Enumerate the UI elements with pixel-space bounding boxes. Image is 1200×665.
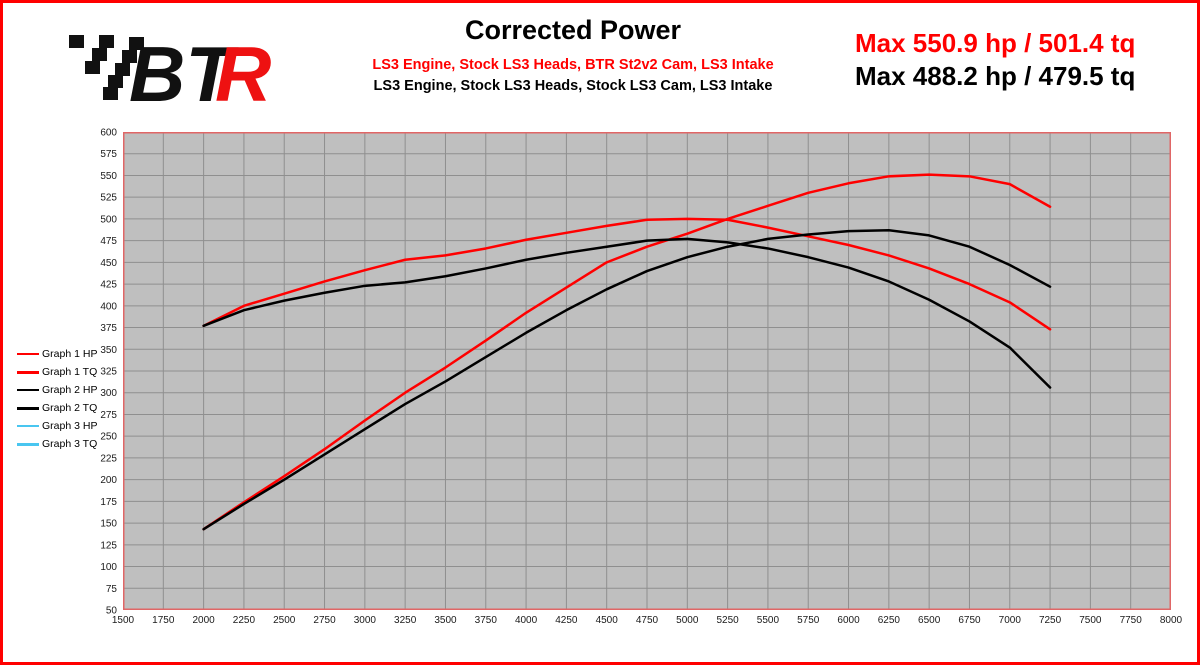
y-tick-label: 450 [100, 258, 117, 269]
series-graph-1-tq [202, 217, 1052, 331]
btr-logo-r: R [215, 30, 271, 111]
series-graph-2-hp [202, 228, 1052, 531]
checkered-flag-icon [69, 35, 144, 100]
x-tick-label: 3750 [475, 615, 498, 626]
x-tick-label: 3500 [434, 615, 457, 626]
y-tick-label: 125 [100, 540, 117, 551]
legend-item-graph1-hp[interactable]: Graph 1 HP [17, 345, 113, 363]
plot-frame [123, 132, 1171, 610]
legend-item-graph3-tq[interactable]: Graph 3 TQ [17, 435, 113, 453]
page-title: Corrected Power [464, 15, 682, 45]
x-tick-label: 4250 [555, 615, 578, 626]
legend-label-graph2-tq: Graph 2 TQ [42, 402, 98, 414]
btr-logo-bt: BT [129, 30, 239, 111]
legend-item-graph2-hp[interactable]: Graph 2 HP [17, 381, 113, 399]
y-tick-label: 375 [100, 323, 117, 334]
max-readouts: Max 550.9 hp / 501.4 tq Max 488.2 hp / 4… [855, 27, 1175, 93]
y-tick-label: 150 [100, 519, 117, 530]
y-tick-label: 575 [100, 149, 117, 160]
x-tick-label: 8000 [1160, 615, 1183, 626]
x-axis-ticks: 1500 1750 2000 2250 2500 2750 3000 3250 3500 3750… [112, 615, 1183, 626]
x-tick-label: 1750 [152, 615, 175, 626]
x-tick-label: 5500 [757, 615, 780, 626]
data-series [202, 173, 1052, 531]
legend-label-graph3-tq: Graph 3 TQ [42, 438, 98, 450]
chart-legend: Graph 1 HP Graph 1 TQ Graph 2 HP Graph 2… [17, 345, 113, 453]
y-tick-label: 425 [100, 280, 117, 291]
y-tick-label: 550 [100, 171, 117, 182]
x-tick-label: 7250 [1039, 615, 1062, 626]
plot-svg [123, 132, 1171, 610]
y-tick-label: 225 [100, 453, 117, 464]
x-tick-label: 5000 [676, 615, 699, 626]
series-graph-2-tq [202, 237, 1052, 389]
x-tick-label: 3250 [394, 615, 417, 626]
x-tick-label: 7000 [999, 615, 1022, 626]
x-tick-label: 5750 [797, 615, 820, 626]
max-value-graph2: Max 488.2 hp / 479.5 tq [855, 61, 1136, 91]
series-graph-1-hp [202, 173, 1052, 531]
x-tick-label: 6500 [918, 615, 941, 626]
y-tick-label: 100 [100, 562, 117, 573]
x-tick-label: 6000 [837, 615, 860, 626]
title-block: Corrected Power LS3 Engine, Stock LS3 He… [293, 13, 853, 97]
grid-lines [123, 132, 1171, 610]
plot-area: 50 75 100 125 150 175 200 225 250 275 300 325 350 375… [100, 128, 1182, 627]
legend-item-graph2-tq[interactable]: Graph 2 TQ [17, 399, 113, 417]
legend-swatch-graph3-tq [17, 442, 39, 446]
subtitle-graph2: LS3 Engine, Stock LS3 Heads, Stock LS3 C… [373, 78, 773, 94]
legend-label-graph1-hp: Graph 1 HP [42, 348, 98, 360]
btr-logo: BT R [63, 21, 288, 111]
legend-swatch-graph3-hp [17, 425, 39, 427]
x-tick-label: 4750 [636, 615, 659, 626]
x-tick-label: 4500 [596, 615, 619, 626]
x-tick-label: 2000 [192, 615, 215, 626]
y-tick-label: 525 [100, 193, 117, 204]
btr-logo-svg: BT R [69, 30, 271, 111]
legend-swatch-graph2-hp [17, 389, 39, 391]
legend-label-graph2-hp: Graph 2 HP [42, 384, 98, 396]
legend-swatch-graph2-tq [17, 406, 39, 410]
x-tick-label: 6250 [878, 615, 901, 626]
legend-label-graph1-tq: Graph 1 TQ [42, 366, 98, 378]
x-tick-label: 7750 [1120, 615, 1143, 626]
plot-border [123, 132, 1171, 610]
legend-label-graph3-hp: Graph 3 HP [42, 420, 98, 432]
x-tick-label: 3000 [354, 615, 377, 626]
y-tick-label: 475 [100, 236, 117, 247]
y-tick-label: 400 [100, 301, 117, 312]
x-tick-label: 5250 [716, 615, 739, 626]
x-tick-label: 2500 [273, 615, 296, 626]
x-tick-label: 4000 [515, 615, 538, 626]
y-tick-label: 600 [100, 128, 117, 139]
max-value-graph1: Max 550.9 hp / 501.4 tq [855, 28, 1136, 58]
x-tick-label: 6750 [958, 615, 981, 626]
legend-swatch-graph1-tq [17, 370, 39, 374]
legend-item-graph3-hp[interactable]: Graph 3 HP [17, 417, 113, 435]
y-tick-label: 50 [106, 606, 118, 617]
subtitle-graph1: LS3 Engine, Stock LS3 Heads, BTR St2v2 C… [372, 57, 774, 73]
y-tick-label: 75 [106, 584, 118, 595]
x-tick-label: 2250 [233, 615, 256, 626]
y-tick-label: 500 [100, 214, 117, 225]
y-tick-label: 200 [100, 475, 117, 486]
x-tick-label: 2750 [313, 615, 336, 626]
x-tick-label: 7500 [1079, 615, 1102, 626]
x-tick-label: 1500 [112, 615, 135, 626]
legend-swatch-graph1-hp [17, 353, 39, 355]
chart-header: BT R Corrected Power LS3 Engine, Stock L… [3, 3, 1197, 123]
legend-item-graph1-tq[interactable]: Graph 1 TQ [17, 363, 113, 381]
y-tick-label: 175 [100, 497, 117, 508]
